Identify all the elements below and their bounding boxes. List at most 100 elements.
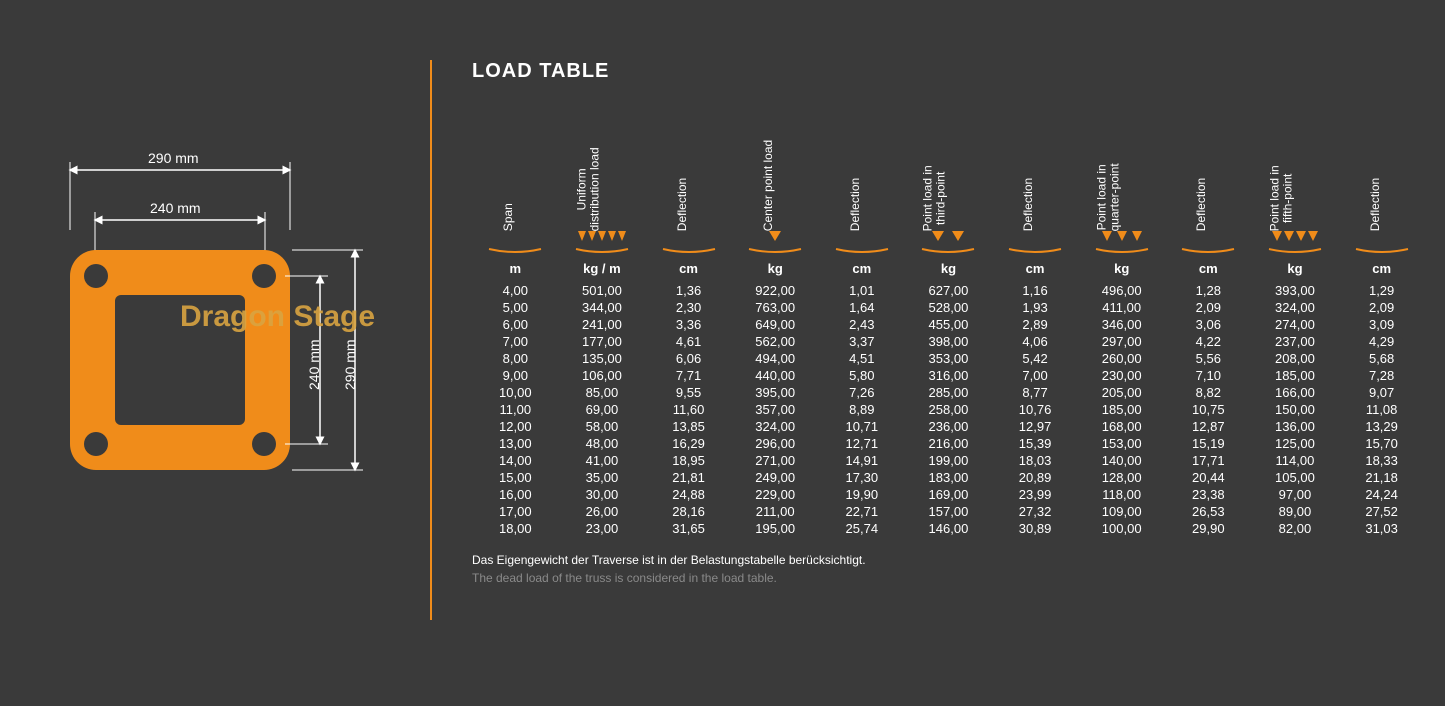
table-cell: 135,00 (559, 350, 646, 367)
column-label: Deflection (675, 178, 688, 231)
table-cell: 1,28 (1165, 282, 1252, 299)
table-cell: 89,00 (1252, 503, 1339, 520)
column-label: Center point load (762, 140, 775, 231)
load-type-icon (1092, 231, 1152, 245)
unit-cell: cm (1165, 253, 1252, 282)
table-cell: 18,95 (645, 452, 732, 469)
table-row: 8,00135,006,06494,004,51353,005,42260,00… (472, 350, 1425, 367)
table-cell: 7,00 (992, 367, 1079, 384)
table-cell: 4,29 (1338, 333, 1425, 350)
table-header: Span Uniformdistribution load Deflection Ce… (472, 103, 1425, 253)
dim-inner-width: 240 mm (150, 200, 201, 216)
unit-cell: kg (1078, 253, 1165, 282)
table-cell: 7,71 (645, 367, 732, 384)
table-cell: 9,00 (472, 367, 559, 384)
table-cell: 26,00 (559, 503, 646, 520)
table-cell: 15,39 (992, 435, 1079, 452)
table-row: 5,00344,002,30763,001,64528,001,93411,00… (472, 299, 1425, 316)
table-cell: 31,03 (1338, 520, 1425, 537)
table-body: mkg / mcmkgcmkgcmkgcmkgcm4,00501,001,369… (472, 253, 1425, 537)
table-cell: 150,00 (1252, 401, 1339, 418)
table-cell: 8,89 (819, 401, 906, 418)
column-header: Uniformdistribution load (559, 103, 646, 253)
table-cell: 296,00 (732, 435, 819, 452)
table-cell: 16,29 (645, 435, 732, 452)
column-header: Deflection (819, 103, 906, 253)
diagram-panel: 290 mm 240 mm 240 mm 290 mm (30, 60, 390, 686)
table-cell: 346,00 (1078, 316, 1165, 333)
unit-cell: cm (645, 253, 732, 282)
table-cell: 27,32 (992, 503, 1079, 520)
table-cell: 8,77 (992, 384, 1079, 401)
table-cell: 157,00 (905, 503, 992, 520)
table-cell: 249,00 (732, 469, 819, 486)
table-cell: 237,00 (1252, 333, 1339, 350)
table-cell: 7,26 (819, 384, 906, 401)
table-cell: 41,00 (559, 452, 646, 469)
table-cell: 118,00 (1078, 486, 1165, 503)
table-cell: 5,42 (992, 350, 1079, 367)
table-cell: 97,00 (1252, 486, 1339, 503)
table-cell: 5,00 (472, 299, 559, 316)
column-label: Point load infifth-point (1269, 165, 1295, 231)
unit-cell: m (472, 253, 559, 282)
table-cell: 4,00 (472, 282, 559, 299)
vertical-divider (430, 60, 432, 620)
table-cell: 6,06 (645, 350, 732, 367)
column-label: Uniformdistribution load (576, 147, 602, 231)
table-cell: 395,00 (732, 384, 819, 401)
table-cell: 3,06 (1165, 316, 1252, 333)
table-cell: 4,61 (645, 333, 732, 350)
table-row: 15,0035,0021,81249,0017,30183,0020,89128… (472, 469, 1425, 486)
table-cell: 205,00 (1078, 384, 1165, 401)
table-cell: 8,82 (1165, 384, 1252, 401)
table-cell: 17,00 (472, 503, 559, 520)
table-row: 18,0023,0031,65195,0025,74146,0030,89100… (472, 520, 1425, 537)
table-cell: 324,00 (1252, 299, 1339, 316)
column-header: Span (472, 103, 559, 253)
table-cell: 297,00 (1078, 333, 1165, 350)
table-cell: 177,00 (559, 333, 646, 350)
table-cell: 30,89 (992, 520, 1079, 537)
table-cell: 166,00 (1252, 384, 1339, 401)
table-cell: 13,85 (645, 418, 732, 435)
column-header: Point load inquarter-point (1078, 103, 1165, 253)
table-cell: 21,18 (1338, 469, 1425, 486)
table-cell: 2,30 (645, 299, 732, 316)
table-cell: 27,52 (1338, 503, 1425, 520)
page-title: LOAD TABLE (472, 60, 1425, 83)
table-row: 13,0048,0016,29296,0012,71216,0015,39153… (472, 435, 1425, 452)
table-cell: 8,00 (472, 350, 559, 367)
table-cell: 14,00 (472, 452, 559, 469)
table-cell: 7,10 (1165, 367, 1252, 384)
table-row: 11,0069,0011,60357,008,89258,0010,76185,… (472, 401, 1425, 418)
table-cell: 15,19 (1165, 435, 1252, 452)
table-cell: 10,75 (1165, 401, 1252, 418)
table-cell: 13,00 (472, 435, 559, 452)
column-header: Point load infifth-point (1252, 103, 1339, 253)
table-cell: 1,16 (992, 282, 1079, 299)
table-cell: 24,24 (1338, 486, 1425, 503)
table-cell: 3,36 (645, 316, 732, 333)
table-cell: 31,65 (645, 520, 732, 537)
column-underline (747, 247, 803, 253)
table-cell: 28,16 (645, 503, 732, 520)
table-cell: 26,53 (1165, 503, 1252, 520)
unit-row: mkg / mcmkgcmkgcmkgcmkgcm (472, 253, 1425, 282)
table-cell: 440,00 (732, 367, 819, 384)
column-header: Center point load (732, 103, 819, 253)
table-cell: 125,00 (1252, 435, 1339, 452)
load-type-icon (1265, 231, 1325, 245)
table-cell: 4,51 (819, 350, 906, 367)
table-cell: 48,00 (559, 435, 646, 452)
table-cell: 168,00 (1078, 418, 1165, 435)
column-underline (1267, 247, 1323, 253)
table-cell: 285,00 (905, 384, 992, 401)
table-cell: 58,00 (559, 418, 646, 435)
table-cell: 100,00 (1078, 520, 1165, 537)
table-cell: 12,00 (472, 418, 559, 435)
table-cell: 18,03 (992, 452, 1079, 469)
table-cell: 208,00 (1252, 350, 1339, 367)
table-cell: 185,00 (1078, 401, 1165, 418)
table-row: 4,00501,001,36922,001,01627,001,16496,00… (472, 282, 1425, 299)
